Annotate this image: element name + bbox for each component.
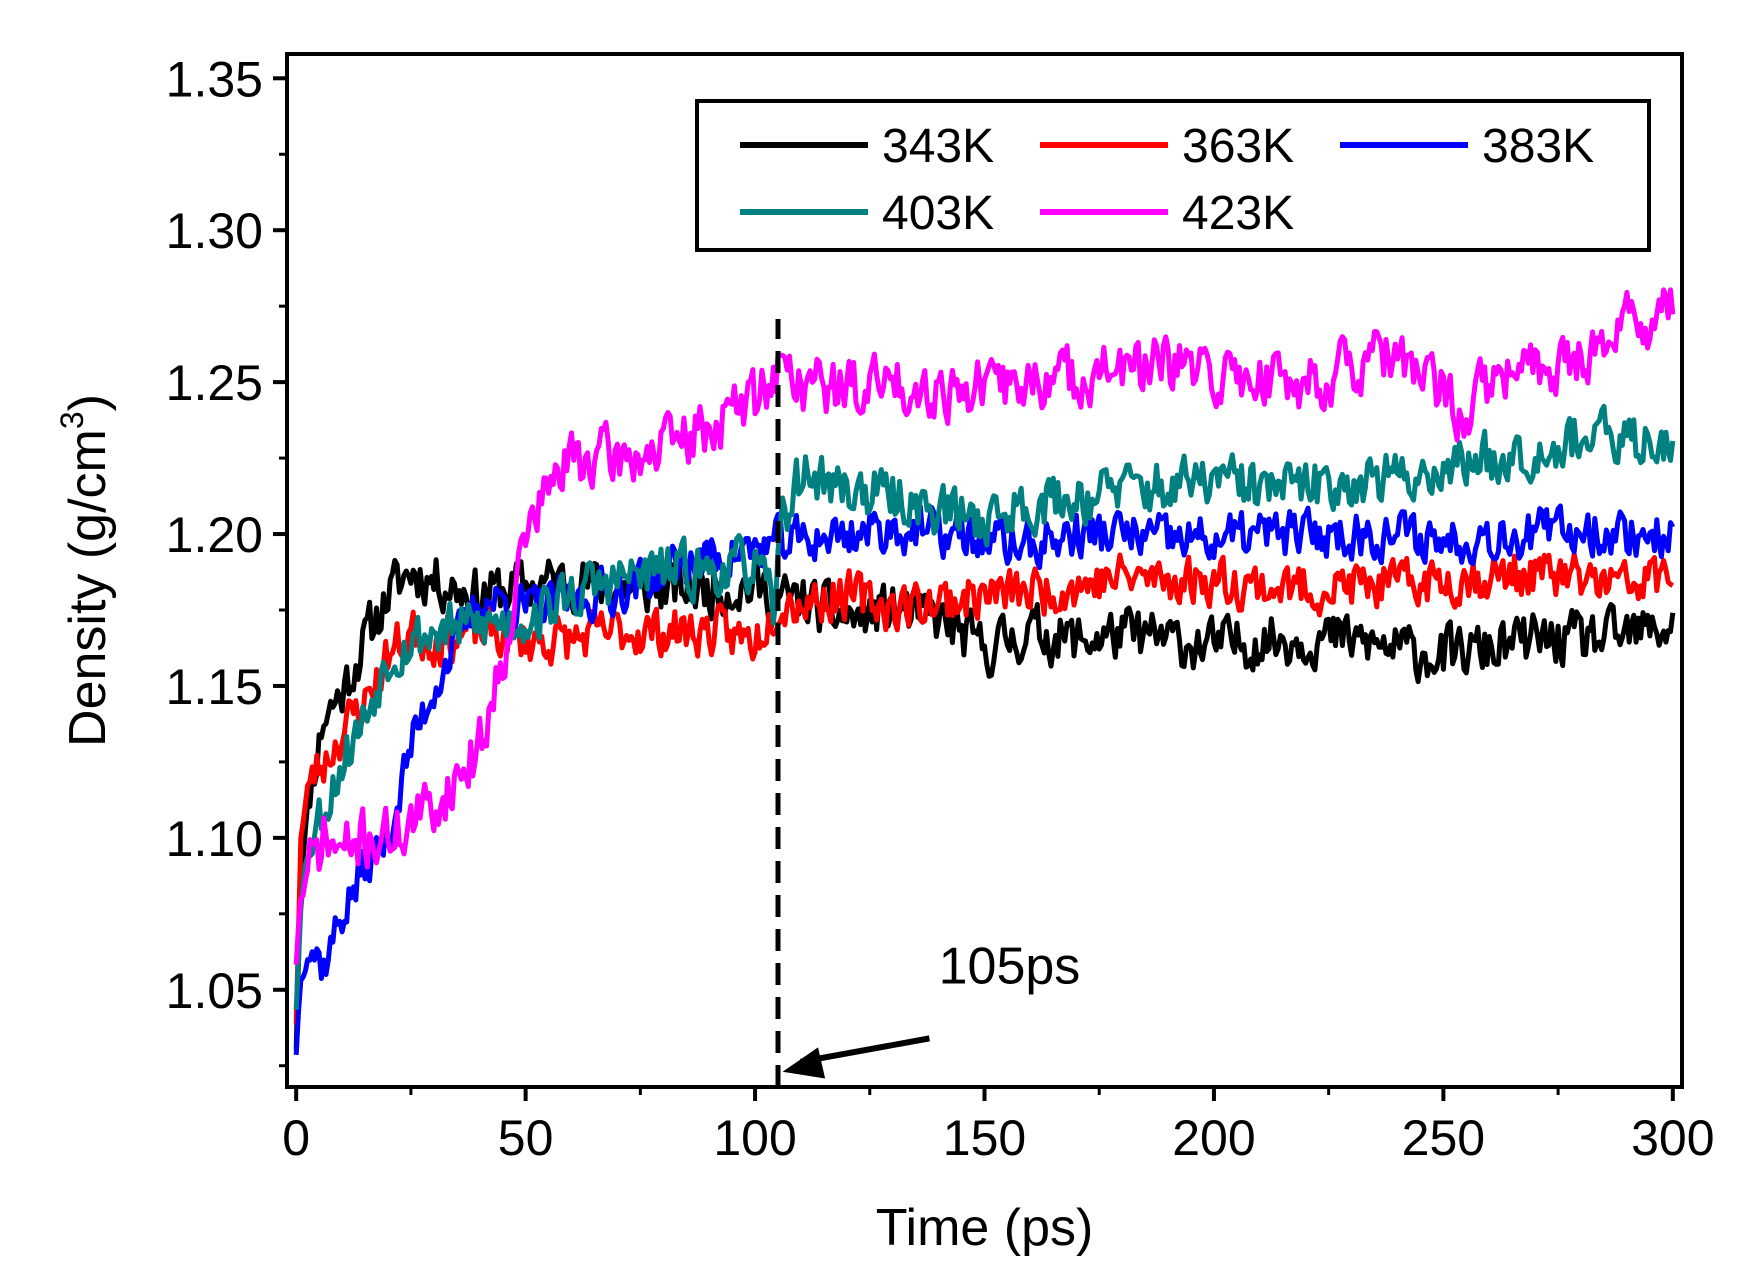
y-tick-label: 1.05 xyxy=(166,963,263,1019)
x-tick-label: 50 xyxy=(498,1110,554,1166)
legend-box xyxy=(695,99,1651,252)
x-tick-label: 100 xyxy=(713,1110,796,1166)
x-axis-title: Time (ps) xyxy=(876,1199,1094,1257)
x-tick-label: 250 xyxy=(1402,1110,1485,1166)
axis-titles: Time (ps) Density (g/cm3) xyxy=(54,394,1093,1257)
legend-label-403K: 403K xyxy=(882,187,994,240)
series-layer xyxy=(293,287,1676,1056)
annotation-label: 105ps xyxy=(939,938,1081,996)
y-axis-title-main: Density (g/cm xyxy=(59,429,117,747)
y-tick-label: 1.35 xyxy=(166,51,263,107)
y-tick-label: 1.15 xyxy=(166,659,263,715)
legend-label-383K: 383K xyxy=(1482,120,1594,173)
y-tick-label: 1.10 xyxy=(166,811,263,867)
x-tick-label: 0 xyxy=(282,1110,310,1166)
series-line-403K xyxy=(293,403,1676,1010)
annotation-layer: 105ps xyxy=(775,319,1081,1087)
x-tick-label: 200 xyxy=(1172,1110,1255,1166)
legend-label-423K: 423K xyxy=(1182,187,1294,240)
y-tick-label: 1.25 xyxy=(166,355,263,411)
legend: 343K 363K 383K 403K 423K xyxy=(695,99,1651,252)
annotation-arrow-shaft xyxy=(800,1035,930,1065)
y-axis-title: Density (g/cm3) xyxy=(54,394,117,747)
series-line-363K xyxy=(293,551,1674,1025)
x-tick-label: 300 xyxy=(1631,1110,1714,1166)
annotation-arrow-head xyxy=(782,1047,826,1079)
tick-layer: 0 50 100 150 200 250 300 1.05 1.10 1.15 1.20 1.25 1.… xyxy=(166,51,1715,1166)
y-tick-label: 1.20 xyxy=(166,507,263,563)
y-axis-title-close: ) xyxy=(59,394,117,411)
legend-label-343K: 343K xyxy=(882,120,994,173)
y-tick-label: 1.30 xyxy=(166,203,263,259)
series-line-423K xyxy=(293,287,1676,965)
x-tick-label: 150 xyxy=(943,1110,1026,1166)
y-axis-title-superscript: 3 xyxy=(54,411,90,429)
series-line-343K xyxy=(293,557,1676,1050)
legend-label-363K: 363K xyxy=(1182,120,1294,173)
